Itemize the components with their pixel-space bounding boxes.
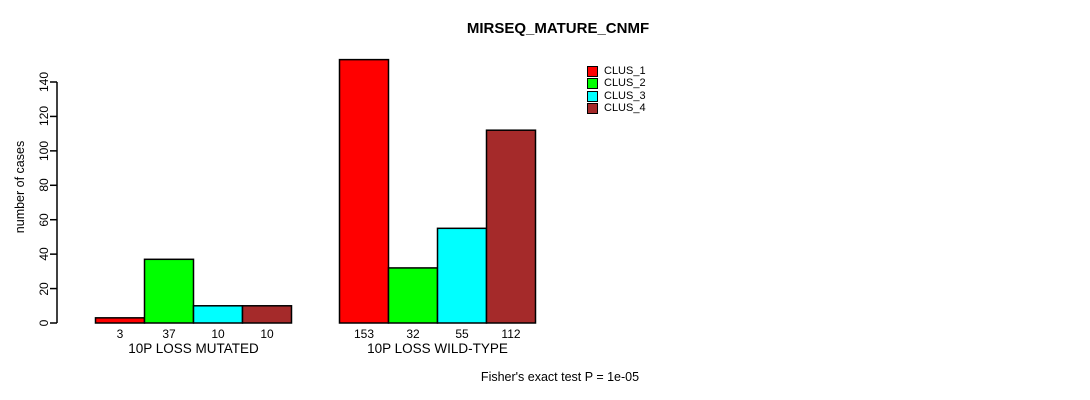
legend-item-clus_1: CLUS_1 <box>587 66 646 77</box>
y-tick-label: 100 <box>37 140 51 161</box>
bar-clus_2-group1 <box>143 258 195 324</box>
bar-value-label: 10 <box>211 327 225 341</box>
legend-swatch-icon <box>587 78 598 90</box>
legend-swatch-icon <box>587 90 598 102</box>
legend-swatch-icon <box>587 102 598 114</box>
y-tick-label: 20 <box>37 281 51 296</box>
legend-label: CLUS_3 <box>604 89 646 102</box>
y-tick-label: 40 <box>37 247 51 261</box>
bar-clus_2-group2 <box>387 267 439 324</box>
bar-clus_3-group1 <box>192 305 244 324</box>
annotation-text: Fisher's exact test P = 1e-05 <box>480 370 640 384</box>
y-tick-label: 120 <box>37 106 51 127</box>
bar-value-label: 3 <box>116 327 124 341</box>
y-tick-label: 140 <box>37 71 51 93</box>
bar-value-label: 153 <box>353 327 375 341</box>
y-tick-label: 0 <box>37 319 51 327</box>
bar-clus_4-group2 <box>485 129 537 324</box>
bar-clus_1-group2 <box>338 58 390 324</box>
y-axis-label: number of cases <box>13 140 27 234</box>
y-tick-label: 60 <box>37 213 51 227</box>
y-tick-label: 80 <box>37 178 51 192</box>
legend-item-clus_3: CLUS_3 <box>587 89 646 102</box>
chart-title: MIRSEQ_MATURE_CNMF <box>466 20 650 37</box>
legend-swatch-icon <box>587 66 598 77</box>
bar-value-label: 37 <box>162 327 176 341</box>
legend-item-clus_2: CLUS_2 <box>587 77 646 90</box>
bar-clus_1-group1 <box>94 317 146 324</box>
legend-label: CLUS_1 <box>604 65 646 77</box>
legend-label: CLUS_4 <box>604 101 646 114</box>
x-axis-group-label: 10P LOSS MUTATED <box>128 341 259 356</box>
bar-value-label: 10 <box>260 327 274 341</box>
bar-value-label: 32 <box>406 327 420 341</box>
bar-clus_3-group2 <box>436 227 488 324</box>
legend-item-clus_4: CLUS_4 <box>587 101 646 114</box>
bar-value-label: 55 <box>455 327 469 341</box>
legend: CLUS_1 CLUS_2 CLUS_3 CLUS_4 <box>587 66 646 115</box>
bar-value-label: 112 <box>501 327 521 341</box>
legend-label: CLUS_2 <box>604 77 646 90</box>
x-axis-group-label: 10P LOSS WILD-TYPE <box>367 341 508 356</box>
bar-clus_4-group1 <box>241 305 293 324</box>
